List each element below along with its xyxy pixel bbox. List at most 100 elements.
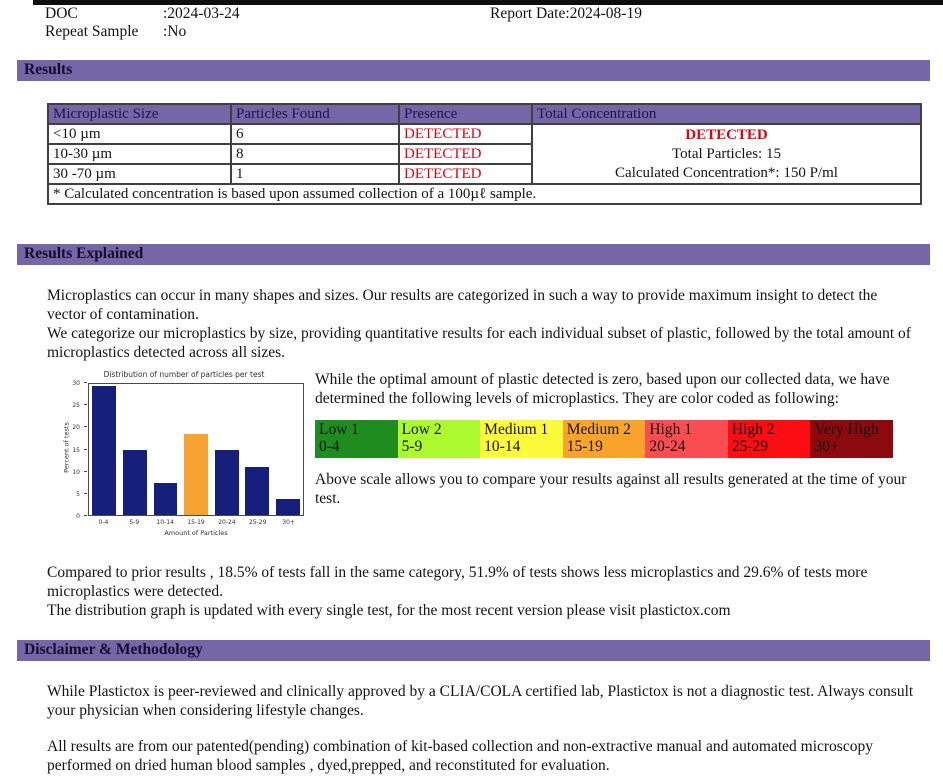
- particles-cell: 8: [230, 143, 400, 165]
- col-header-size: Microplastic Size: [47, 103, 232, 125]
- repeat-sample-label: Repeat Sample: [45, 23, 139, 40]
- scale-range: 25-29: [731, 437, 769, 455]
- scale-label: Low 2: [401, 420, 442, 438]
- doc-value: :2024-03-24: [163, 5, 240, 22]
- disclaimer-text-1: While Plastictox is peer-reviewed and cl…: [47, 683, 914, 719]
- y-tick-label: 15: [72, 446, 80, 454]
- y-tick-label: 0: [76, 513, 80, 520]
- scale-label: Very High: [814, 420, 879, 438]
- scale-range: 10-14: [484, 437, 521, 455]
- chart-bar: [245, 466, 270, 515]
- chart-bar-slot: [181, 384, 212, 515]
- x-tick-label: 5-9: [129, 519, 140, 526]
- scale-range: 20-24: [649, 437, 686, 455]
- y-tick-mark: [84, 382, 87, 383]
- scale-label: High 1: [649, 420, 692, 438]
- scale-cell-low-2: Low 2 5-9: [397, 419, 481, 458]
- size-cell: 10-30 µm: [47, 143, 232, 165]
- chart-bar-slot: [211, 384, 242, 515]
- y-tick-label: 10: [72, 468, 80, 476]
- repeat-sample-row: Repeat Sample :No: [45, 23, 186, 41]
- calculated-concentration: Calculated Concentration*: 150 P/ml: [615, 164, 838, 181]
- chart-bar-slot: [150, 384, 181, 515]
- compared-text-1: Compared to prior results , 18.5% of tes…: [47, 564, 868, 600]
- particles-cell: 6: [230, 123, 400, 145]
- x-tick-label: 20-24: [218, 519, 236, 526]
- col-header-total: Total Concentration: [531, 103, 922, 125]
- top-border-bar: [33, 0, 943, 5]
- total-concentration-cell: DETECTED Total Particles: 15 Calculated …: [531, 123, 922, 185]
- explained-text-2: We categorize our microplastics by size,…: [47, 324, 911, 361]
- chart-bar-slot: [89, 384, 120, 515]
- compared-text-2: The distribution graph is updated with e…: [47, 601, 731, 619]
- chart-title: Distribution of number of particles per …: [103, 370, 265, 379]
- scale-cell-very-high: Very High 30+: [810, 419, 894, 458]
- scale-range: 0-4: [319, 437, 340, 455]
- x-tick-label: 0-4: [98, 519, 109, 526]
- chart-bar: [153, 482, 178, 515]
- report-date-value: 2024-08-19: [569, 5, 642, 22]
- table-row: 30 -70 µm 1 DETECTED: [47, 163, 921, 185]
- x-tick-label: 15-19: [187, 519, 205, 526]
- total-particles: Total Particles: 15: [672, 145, 781, 162]
- section-header-disclaimer: Disclaimer & Methodology: [17, 640, 930, 661]
- scale-range: 5-9: [401, 437, 423, 455]
- disclaimer-text-2: All results are from our patented(pendin…: [47, 737, 873, 774]
- y-tick-mark: [84, 470, 87, 472]
- scale-cell-medium-1: Medium 1 10-14: [480, 419, 563, 458]
- col-header-presence: Presence: [398, 103, 533, 125]
- chart-x-axis-label: Amount of Particles: [164, 529, 228, 537]
- chart-bar: [184, 434, 208, 515]
- presence-cell: DETECTED: [398, 123, 533, 145]
- section-header-results: Results: [17, 60, 930, 81]
- scale-cell-medium-2: Medium 2 15-19: [562, 419, 646, 458]
- x-tick-label: 30+: [282, 519, 295, 526]
- x-tick-label: 10-14: [156, 519, 174, 526]
- scale-range: 30+: [814, 437, 839, 455]
- scale-range: 15-19: [566, 437, 603, 455]
- y-tick-mark: [84, 426, 87, 428]
- repeat-sample-value: :No: [163, 23, 187, 40]
- optimal-amount-text: While the optimal amount of plastic dete…: [315, 371, 890, 407]
- total-presence: DETECTED: [685, 126, 768, 143]
- y-tick-label: 30: [72, 380, 80, 387]
- scale-label: Medium 1: [484, 420, 549, 438]
- table-header-row: Microplastic Size Particles Found Presen…: [47, 103, 922, 125]
- y-tick-label: 5: [76, 490, 80, 498]
- above-scale-text: Above scale allows you to compare your r…: [315, 470, 907, 507]
- doc-date-row: DOC:2024-03-24: [45, 5, 240, 23]
- scale-cell-low-1: Low 1 0-4: [315, 419, 398, 458]
- report-date-row: Report Date:2024-08-19: [490, 5, 642, 23]
- chart-bar-slot: [242, 384, 273, 515]
- scale-label: Medium 2: [566, 420, 631, 438]
- chart-x-ticks: 0-4 5-9 10-14 15-19 20-24 25-29 30+: [88, 519, 304, 526]
- y-tick-mark: [84, 492, 87, 494]
- table-footnote: * Calculated concentration is based upon…: [47, 183, 922, 205]
- compared-paragraph: Compared to prior results , 18.5% of tes…: [47, 564, 927, 621]
- scale-label: Low 1: [319, 420, 360, 438]
- chart-bar: [214, 450, 239, 515]
- size-cell: 30 -70 µm: [47, 163, 232, 185]
- distribution-bar-chart: Distribution of number of particles per …: [58, 367, 310, 547]
- section-header-results-explained: Results Explained: [17, 244, 930, 265]
- chart-bar-slot: [120, 384, 151, 515]
- chart-plot-area: [88, 383, 304, 516]
- y-tick-mark: [84, 448, 87, 450]
- results-table: Microplastic Size Particles Found Presen…: [47, 103, 922, 205]
- chart-y-ticks: 0 5 10 15 20 25 30: [58, 380, 87, 520]
- chart-bar: [122, 450, 147, 515]
- chart-bar: [275, 498, 300, 515]
- scale-cell-high-2: High 2 25-29: [727, 419, 811, 458]
- y-tick-label: 20: [72, 424, 80, 432]
- table-row: <10 µm 6 DETECTED DETECTED Total Particl…: [47, 123, 922, 185]
- chart-bar: [92, 385, 117, 515]
- table-row: 10-30 µm 8 DETECTED: [47, 143, 921, 165]
- table-footnote-row: * Calculated concentration is based upon…: [47, 183, 922, 205]
- y-tick-mark: [84, 515, 87, 516]
- y-tick-label: 25: [72, 402, 80, 410]
- scale-label: High 2: [731, 420, 775, 438]
- explained-right-column: While the optimal amount of plastic dete…: [315, 371, 911, 509]
- color-scale: Low 1 0-4 Low 2 5-9 Medium 1 10-14 Mediu…: [315, 419, 894, 458]
- col-header-particles: Particles Found: [230, 103, 400, 125]
